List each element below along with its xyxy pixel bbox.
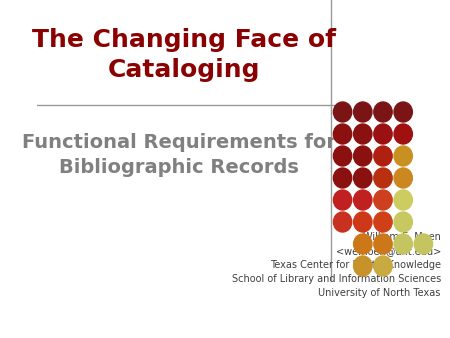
Circle shape — [354, 168, 372, 188]
Circle shape — [394, 234, 412, 254]
Circle shape — [333, 212, 352, 232]
Text: William E. Moen
<wemoen@unt.edu>
Texas Center for Digital Knowledge
School of Li: William E. Moen <wemoen@unt.edu> Texas C… — [232, 232, 441, 298]
Circle shape — [333, 190, 352, 210]
Circle shape — [394, 168, 412, 188]
Circle shape — [374, 124, 392, 144]
Text: Functional Requirements for
Bibliographic Records: Functional Requirements for Bibliographi… — [22, 133, 336, 177]
Circle shape — [354, 234, 372, 254]
Circle shape — [374, 234, 392, 254]
Circle shape — [374, 190, 392, 210]
Text: The Changing Face of
Cataloging: The Changing Face of Cataloging — [32, 28, 336, 82]
Circle shape — [414, 234, 432, 254]
Circle shape — [394, 190, 412, 210]
Circle shape — [374, 146, 392, 166]
Circle shape — [354, 146, 372, 166]
Circle shape — [374, 256, 392, 276]
Circle shape — [333, 168, 352, 188]
Circle shape — [374, 212, 392, 232]
Circle shape — [374, 168, 392, 188]
Circle shape — [333, 102, 352, 122]
Circle shape — [333, 146, 352, 166]
Circle shape — [354, 190, 372, 210]
Circle shape — [394, 102, 412, 122]
Circle shape — [354, 124, 372, 144]
Circle shape — [354, 256, 372, 276]
Circle shape — [394, 124, 412, 144]
Circle shape — [354, 102, 372, 122]
Circle shape — [333, 124, 352, 144]
Circle shape — [374, 102, 392, 122]
Circle shape — [394, 212, 412, 232]
Circle shape — [354, 212, 372, 232]
Circle shape — [394, 146, 412, 166]
